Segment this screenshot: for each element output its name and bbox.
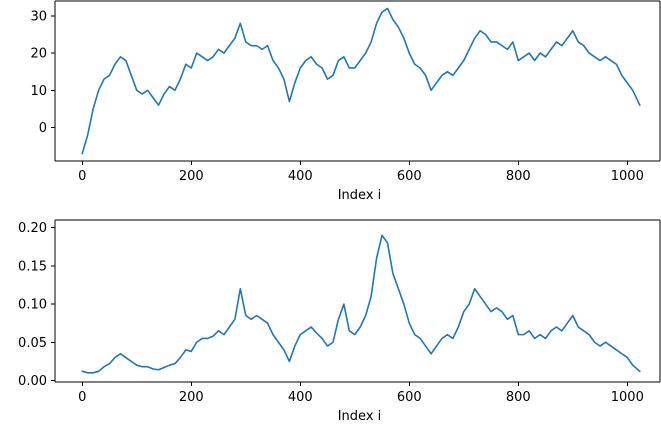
y-tick-label: 10 xyxy=(30,84,47,99)
x-tick-label: 400 xyxy=(288,390,313,405)
x-tick-label: 1000 xyxy=(611,169,644,184)
bottom-chart-panel: 0 200 400 600 800 1000 0.00 0.05 0.10 0.15 0.20 Ind… xyxy=(18,219,661,424)
y-tick-label: 0.10 xyxy=(18,298,47,313)
x-tick-label: 400 xyxy=(288,169,313,184)
y-tick-label: 0.15 xyxy=(18,259,47,274)
y-tick-label: 0.00 xyxy=(18,374,47,389)
y-tick-label: 20 xyxy=(30,47,47,62)
x-tick-label: 800 xyxy=(506,390,531,405)
x-tick-label: 1000 xyxy=(611,390,644,405)
x-axis-label: Index i xyxy=(338,409,382,424)
y-tick-label: 0.20 xyxy=(18,221,47,236)
x-tick-label: 600 xyxy=(397,390,422,405)
y-tick-label: 0.05 xyxy=(18,336,47,351)
x-tick-label: 600 xyxy=(397,169,422,184)
x-tick-label: 800 xyxy=(506,169,531,184)
x-tick-label: 0 xyxy=(78,390,86,405)
series-line-0 xyxy=(81,234,641,374)
x-tick-label: 200 xyxy=(179,169,204,184)
y-tick-label: 30 xyxy=(30,9,47,24)
x-tick-label: 0 xyxy=(78,169,86,184)
x-tick-label: 200 xyxy=(179,390,204,405)
top-chart-panel: 0 200 400 600 800 1000 0 10 20 30 Index i xyxy=(30,0,661,203)
series-line-0 xyxy=(81,7,641,155)
x-axis-label: Index i xyxy=(338,188,382,203)
y-tick-label: 0 xyxy=(39,121,47,136)
